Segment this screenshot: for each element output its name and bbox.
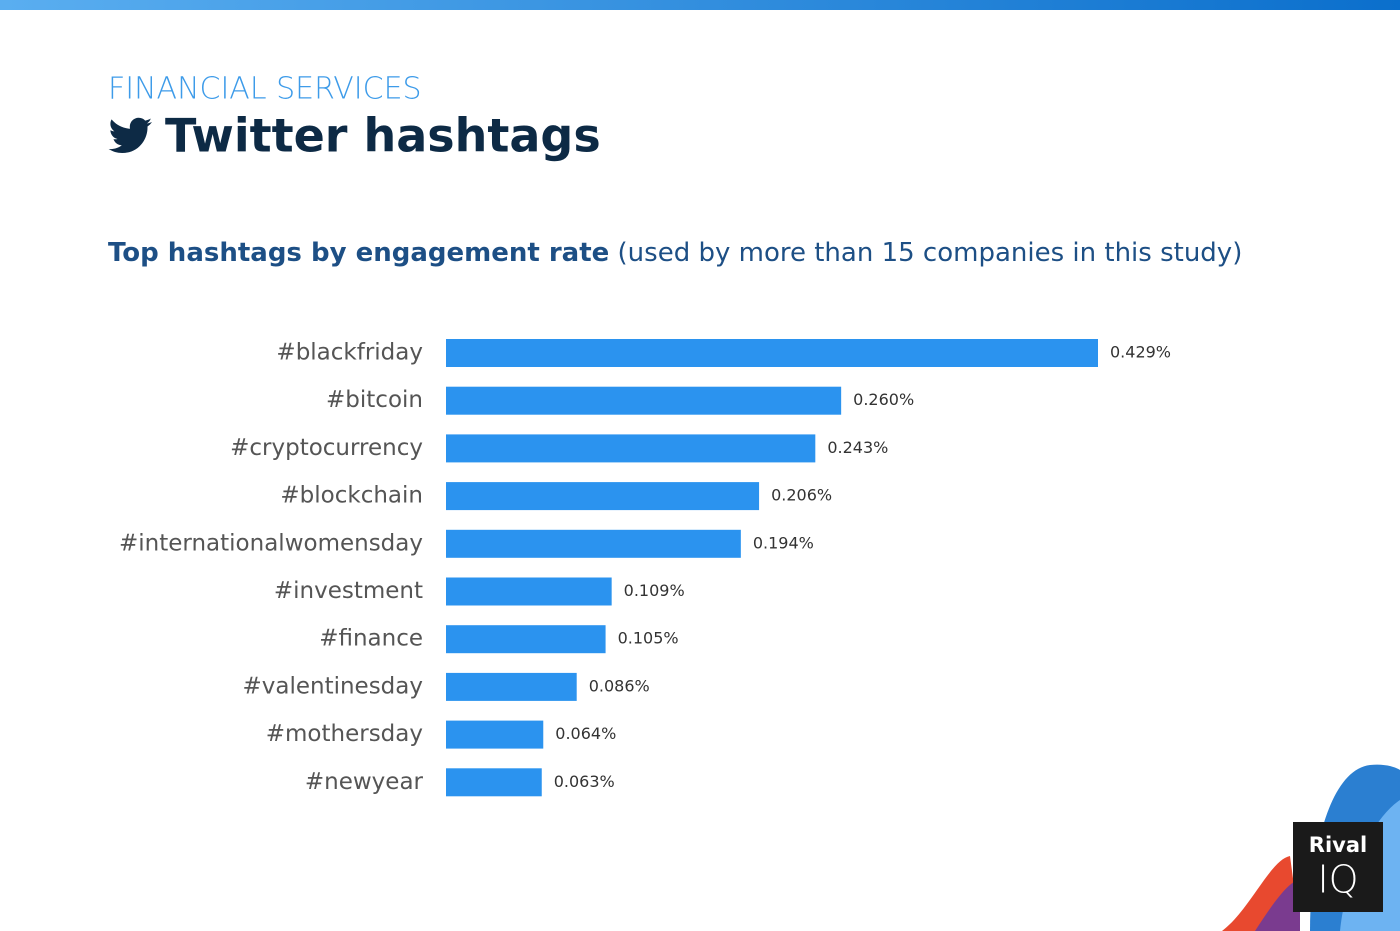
category-label: #finance (319, 626, 423, 652)
value-label: 0.064% (555, 724, 616, 743)
category-label: #valentinesday (242, 673, 423, 699)
value-label: 0.086% (589, 676, 650, 695)
value-label: 0.206% (771, 486, 832, 505)
category-label: #internationalwomensday (119, 530, 423, 556)
logo-text: IQ (1317, 858, 1358, 902)
value-label: 0.063% (554, 772, 615, 791)
bar (446, 625, 606, 654)
category-label: #blackfriday (276, 340, 423, 366)
bar (446, 339, 1098, 367)
bar (446, 672, 577, 701)
category-label: #newyear (305, 769, 424, 795)
value-label: 0.260% (853, 390, 914, 409)
logo-box (1293, 822, 1383, 912)
plot: #blackfriday 0.429% #bitcoin 0.260% #cryptoc… (119, 339, 1171, 797)
twitter-icon (108, 117, 152, 153)
value-label: 0.194% (753, 533, 814, 552)
chart-title: Top hashtags by engagement rate (108, 238, 609, 268)
chart-note: (used by more than 15 companies in this … (618, 238, 1243, 268)
category-label: #bitcoin (326, 387, 423, 413)
bar (446, 482, 760, 511)
bar (446, 529, 741, 558)
section-label: FINANCIAL SERVICES (108, 72, 422, 107)
top-bar (0, 0, 1400, 10)
bar (446, 720, 544, 749)
category-label: #investment (274, 578, 423, 604)
bar (446, 386, 842, 415)
value-label: 0.109% (624, 581, 685, 600)
value-label: 0.105% (618, 629, 679, 648)
category-label: #cryptocurrency (230, 435, 423, 461)
bar (446, 768, 542, 797)
chart-subtitle: Top hashtags by engagement rate (used by… (108, 238, 1242, 268)
bar (446, 577, 612, 606)
value-label: 0.429% (1110, 343, 1171, 362)
logo: Rival IQ (1222, 764, 1400, 931)
page-title: Twitter hashtags (165, 109, 601, 163)
value-label: 0.243% (827, 438, 888, 457)
category-label: #blockchain (280, 483, 423, 509)
logo-text: Rival (1309, 833, 1367, 857)
bar (446, 434, 816, 463)
category-label: #mothersday (266, 721, 423, 747)
logo-shape (1255, 880, 1300, 931)
